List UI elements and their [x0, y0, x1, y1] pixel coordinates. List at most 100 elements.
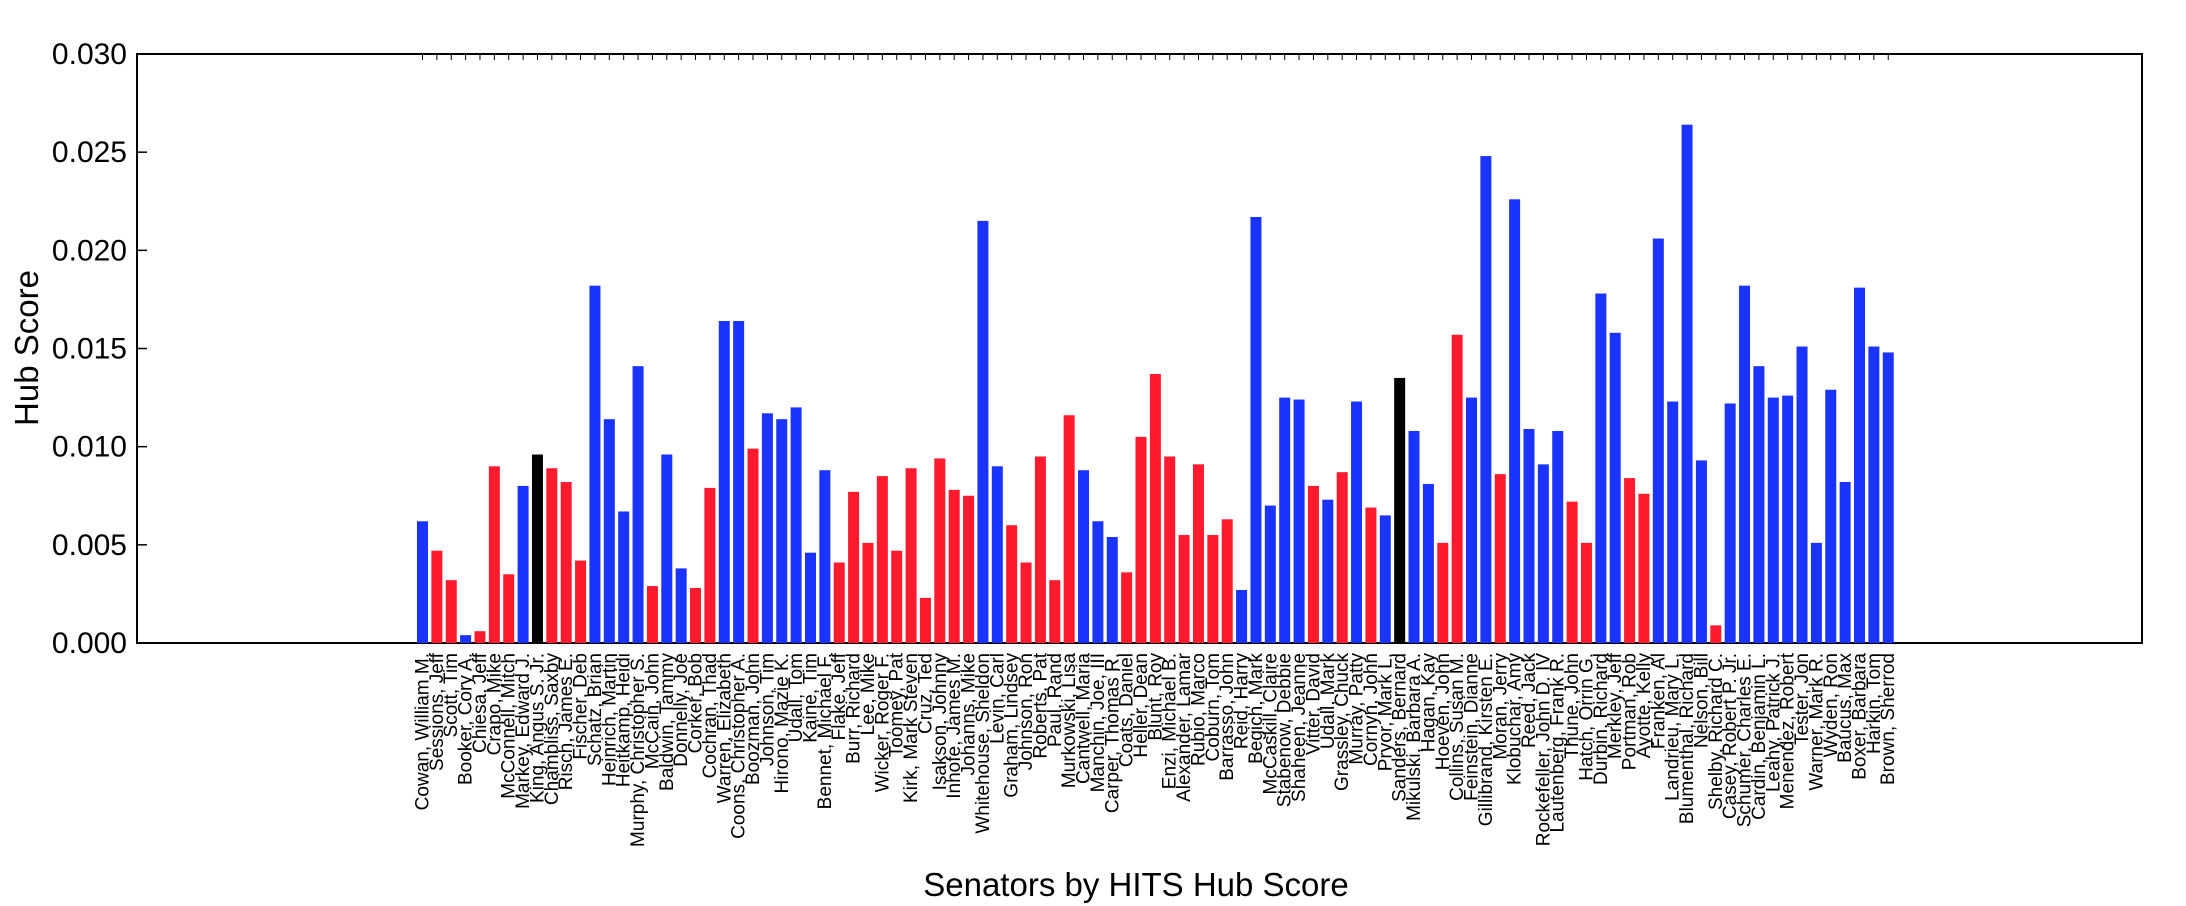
- bar: [1422, 483, 1434, 643]
- x-tick-label: Cochran, Thad: [700, 653, 721, 778]
- bar: [517, 485, 529, 643]
- bar: [1394, 377, 1406, 643]
- x-tick-label: Durbin, Richard: [1591, 653, 1612, 785]
- bar: [1782, 395, 1794, 643]
- x-tick-label: Chiesa, Jeff: [470, 652, 491, 753]
- bar: [1652, 238, 1664, 644]
- x-tick-label: Johanns, Mike: [959, 653, 980, 776]
- x-tick-label: Begich, Mark: [1246, 653, 1267, 764]
- x-tick-label: McConnell, Mitch: [499, 653, 520, 799]
- x-tick-label: Burr, Richard: [844, 653, 865, 764]
- bar: [1882, 352, 1894, 643]
- y-tick-label: 0.000: [52, 627, 127, 660]
- x-tick-label: Levin, Carl: [987, 653, 1008, 744]
- x-tick-label: Shelby, Richard C.: [1706, 653, 1727, 810]
- x-tick-label: Portman, Rob: [1620, 653, 1641, 770]
- bar: [1106, 536, 1118, 643]
- bar: [776, 419, 788, 643]
- x-tick-label: Carper, Thomas R.: [1102, 653, 1123, 813]
- x-tick-label: Inhofe, James M.: [944, 653, 965, 799]
- x-tick-label: Flake, Jeff: [829, 652, 850, 740]
- bar: [1753, 366, 1765, 643]
- x-tick-label: Udall, Tom: [786, 653, 807, 742]
- bar: [891, 550, 903, 643]
- x-tick-label: Coburn, Tom: [1203, 653, 1224, 761]
- bar: [417, 521, 428, 643]
- y-tick-label: 0.010: [52, 431, 127, 464]
- x-tick-label: Landrieu, Mary L.: [1663, 653, 1684, 801]
- x-tick-label: Rockefeller, John D. IV: [1533, 653, 1554, 847]
- bar: [977, 220, 989, 643]
- x-tick-label: Cruz, Ted: [915, 653, 936, 734]
- bar: [632, 366, 644, 643]
- bar: [862, 542, 874, 643]
- x-tick-label: Franken, Al: [1648, 653, 1669, 749]
- x-tick-label: Baldwin, Tammy: [657, 653, 678, 791]
- bar: [1868, 346, 1880, 643]
- bar: [690, 588, 702, 643]
- bar: [646, 586, 658, 643]
- x-tick-label: Booker, Cory A.: [456, 653, 477, 785]
- bar: [948, 489, 960, 643]
- bar: [761, 413, 773, 643]
- bar: [1710, 625, 1722, 643]
- bar: [1638, 493, 1650, 643]
- bar: [704, 487, 716, 643]
- y-tick-label: 0.025: [52, 136, 127, 169]
- bar: [1537, 464, 1549, 643]
- bar: [661, 454, 673, 643]
- x-tick-label: Warner, Mark R.: [1806, 653, 1827, 791]
- x-tick-label: Fischer, Deb: [571, 653, 592, 760]
- x-tick-label: Coats, Daniel: [1117, 653, 1138, 767]
- y-tick-label: 0.015: [52, 333, 127, 366]
- x-tick-label: Paul, Rand: [1045, 653, 1066, 747]
- x-tick-label: Leahy, Patrick J.: [1763, 653, 1784, 792]
- bar: [460, 635, 472, 643]
- x-tick-label: Risch, James E.: [556, 653, 577, 790]
- x-tick-label: Blunt, Roy: [1145, 653, 1166, 741]
- x-tick-label: Markey, Edward J.: [513, 653, 534, 809]
- x-tick-label: Hatch, Orrin G.: [1576, 653, 1597, 781]
- bar: [1480, 156, 1492, 643]
- x-tick-label: Wyden, Ron: [1821, 653, 1842, 757]
- x-tick-label: Cowan, William M.: [413, 653, 434, 810]
- x-tick-label: Rubio, Marco: [1188, 653, 1209, 766]
- x-tick-label: Bennet, Michael F.: [815, 653, 836, 809]
- x-tick-label: Lee, Mike: [858, 653, 879, 735]
- x-tick-label: Brown, Sherrod: [1878, 653, 1899, 785]
- bar: [1509, 199, 1521, 644]
- x-tick-label: Enzi, Michael B.: [1160, 653, 1181, 789]
- x-tick-label: Schatz, Brian: [585, 653, 606, 766]
- bar: [1351, 401, 1363, 643]
- bar: [618, 511, 630, 643]
- x-tick-label: Isakson, Johnny: [930, 653, 951, 791]
- x-axis-title: Senators by HITS Hub Score: [923, 866, 1349, 903]
- x-tick-label: Murray, Patty: [1347, 653, 1368, 765]
- bar: [1667, 401, 1679, 643]
- x-tick-label: Whitehouse, Sheldon: [973, 653, 994, 834]
- bar: [1178, 535, 1190, 643]
- bar: [1250, 216, 1262, 643]
- x-tick-label: Johnson, Ron: [1016, 653, 1037, 770]
- x-tick-label: Johnson, Tim: [757, 653, 778, 766]
- bar: [1854, 287, 1865, 643]
- bar: [919, 597, 931, 643]
- bar: [1739, 285, 1751, 643]
- bar: [1466, 397, 1478, 643]
- x-tick-label: Heinrich, Martin: [599, 653, 620, 786]
- x-tick-label: McCain, John: [642, 653, 663, 769]
- bar: [1437, 542, 1449, 643]
- x-tick-label: Reed, Jack: [1519, 653, 1540, 749]
- x-tick-label: Vitter, David: [1303, 653, 1324, 755]
- x-tick-label: Lautenberg, Frank R.: [1548, 653, 1569, 833]
- bar: [488, 466, 500, 643]
- bar: [1078, 470, 1090, 643]
- bar: [1408, 430, 1420, 643]
- x-tick-label: Toomey, Pat: [887, 652, 908, 757]
- x-tick-label: Murkowski, Lisa: [1059, 653, 1080, 789]
- bar: [1566, 501, 1578, 643]
- x-tick-label: Collins, Susan M.: [1447, 653, 1468, 801]
- bar: [1149, 374, 1161, 643]
- bar: [905, 468, 917, 643]
